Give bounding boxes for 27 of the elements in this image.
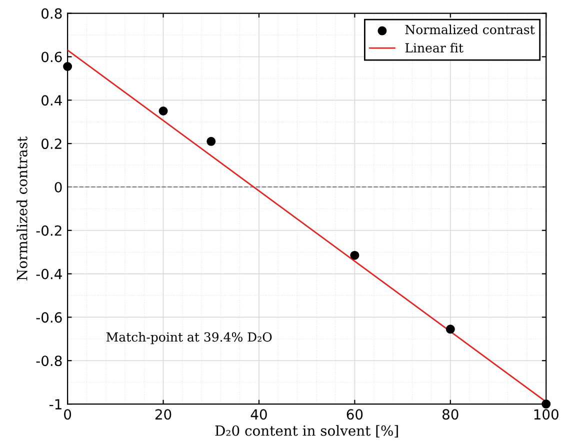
y-tick-label: -0.8 (36, 356, 62, 366)
point (350, 250, 360, 260)
x-tick-label: 80 (442, 409, 458, 420)
point (446, 324, 455, 334)
x-tick-label: 60 (346, 409, 363, 420)
y-tick-label: 0.4 (42, 95, 62, 106)
y-tick-label: -0.6 (36, 312, 62, 323)
y-tick-label: 0.6 (42, 52, 62, 62)
x-tick-label: 40 (250, 409, 267, 420)
y-tick-label: -1 (50, 399, 62, 410)
x-tick-label: 100 (534, 409, 558, 420)
point (158, 106, 168, 116)
y-tick-label: 0.8 (42, 8, 62, 19)
point (63, 62, 72, 71)
legend-label: Normalized contrast (405, 24, 535, 34)
point (542, 400, 551, 409)
y-tick-label: 0 (54, 182, 62, 192)
annotation: Match-point at 39.4% D₂O (106, 332, 272, 344)
x-tick-label: 0 (64, 409, 72, 420)
y-axis-title: Normalized contrast (16, 136, 28, 280)
legend-label: Linear fit (405, 42, 464, 53)
y-tick-label: -0.2 (36, 225, 62, 236)
point (206, 136, 216, 146)
x-axis-title: D₂0 content in solvent [%] (215, 425, 398, 438)
y-tick-label: -0.4 (36, 268, 62, 280)
x-tick-label: 20 (155, 409, 172, 420)
y-tick-label: 0.2 (42, 138, 62, 150)
